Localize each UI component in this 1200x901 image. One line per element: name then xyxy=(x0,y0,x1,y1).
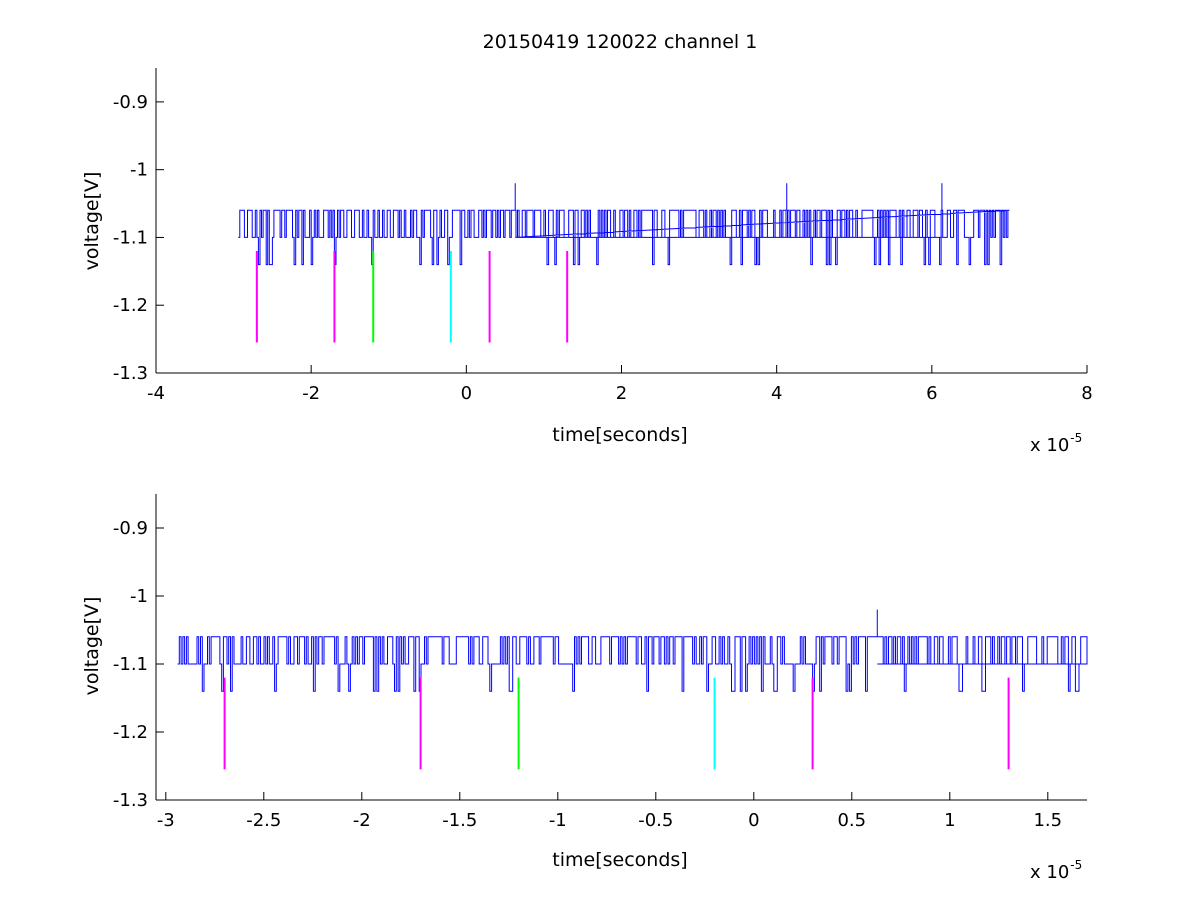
x-tick-label: 1.5 xyxy=(1033,810,1062,831)
x-tick-label: 1 xyxy=(944,810,955,831)
y-tick-labels-top: -1.3 -1.2 -1.1 -1 -0.9 xyxy=(113,92,148,384)
y-tick-label: -1.1 xyxy=(113,227,148,248)
x-tick-label: 0 xyxy=(461,383,472,404)
event-markers-top xyxy=(255,251,569,343)
y-axis-label-bottom: voltage[V] xyxy=(81,597,103,696)
y-tick-label: -1.3 xyxy=(113,363,148,384)
x-exponent-power-bottom: -5 xyxy=(1070,858,1082,872)
y-tick-label: -1 xyxy=(130,586,148,607)
chart-title: 20150419 120022 channel 1 xyxy=(483,31,758,53)
x-tick-label: -3 xyxy=(157,810,175,831)
x-axis-label-top: time[seconds] xyxy=(552,424,687,446)
x-tick-label: -4 xyxy=(147,383,165,404)
y-tick-label: -1 xyxy=(130,160,148,181)
x-tick-label: -0.5 xyxy=(638,810,673,831)
x-tick-label: 8 xyxy=(1081,383,1092,404)
x-tick-label: 4 xyxy=(771,383,782,404)
x-tick-label: -2 xyxy=(302,383,320,404)
axes-top xyxy=(155,68,1088,374)
x-tick-labels-top: -4 -2 0 2 4 6 8 xyxy=(147,383,1093,404)
y-tick-label: -0.9 xyxy=(113,518,148,539)
signal-trace-bottom xyxy=(177,609,1088,692)
x-axis-label-bottom: time[seconds] xyxy=(552,849,687,871)
x-exponent-base-top: x 10 xyxy=(1030,435,1069,456)
signal-trace-top xyxy=(238,183,1010,266)
x-tick-label: -1 xyxy=(549,810,567,831)
axes-bottom xyxy=(155,494,1087,801)
signal-line xyxy=(238,209,1010,266)
subplot-bottom: -3 -2.5 -2 -1.5 -1 -0.5 0 0.5 1 1.5 -1.3-1.2-1.1-… xyxy=(81,494,1088,883)
x-exponent-base-bottom: x 10 xyxy=(1030,862,1069,883)
x-tick-label: 0.5 xyxy=(837,810,866,831)
x-tick-label: 0 xyxy=(748,810,759,831)
y-axis-label-top: voltage[V] xyxy=(81,172,103,271)
x-tick-label: -1.5 xyxy=(442,810,477,831)
signal-line xyxy=(177,636,1088,692)
y-tick-label: -1.3 xyxy=(113,790,148,811)
x-tick-label: 2 xyxy=(616,383,627,404)
x-tick-label: -2 xyxy=(353,810,371,831)
x-tick-labels-bottom: -3 -2.5 -2 -1.5 -1 -0.5 0 0.5 1 1.5 xyxy=(157,810,1062,831)
x-tick-label: 6 xyxy=(926,383,937,404)
y-tick-label: -1.1 xyxy=(113,654,148,675)
y-tick-label: -0.9 xyxy=(113,92,148,113)
y-tick-label: -1.2 xyxy=(113,295,148,316)
subplot-top: 20150419 120022 channel 1 -4 -2 0 2 4 6 8 -1.3… xyxy=(81,31,1093,456)
x-exponent-bottom: x 10-5 xyxy=(1030,858,1082,883)
x-tick-label: -2.5 xyxy=(246,810,281,831)
y-tick-label: -1.2 xyxy=(113,722,148,743)
x-exponent-top: x 10-5 xyxy=(1030,431,1082,456)
event-markers-bottom xyxy=(223,677,1010,770)
y-tick-labels-bottom: -1.3 -1.2 -1.1 -1 -0.9 xyxy=(113,518,148,811)
x-exponent-power-top: -5 xyxy=(1070,431,1082,445)
